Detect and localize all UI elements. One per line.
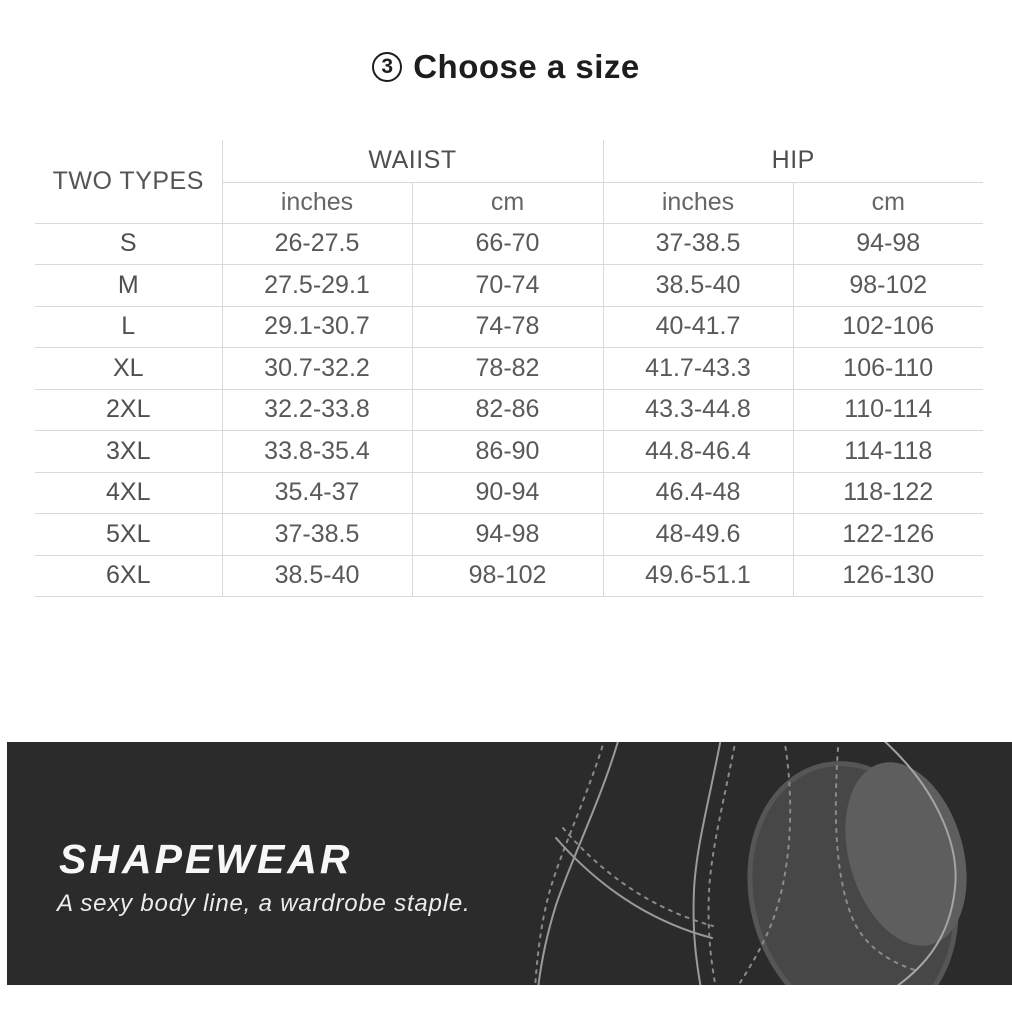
table-cell: 74-78 xyxy=(411,306,603,348)
table-cell: 114-118 xyxy=(792,430,983,473)
table-cell: 126-130 xyxy=(792,555,983,597)
column-header-waist-inches: inches xyxy=(221,182,412,224)
banner-tagline: A sexy body line, a wardrobe staple. xyxy=(57,890,471,917)
size-label: 2XL xyxy=(35,389,222,431)
size-label: S xyxy=(35,223,222,265)
table-cell: 44.8-46.4 xyxy=(602,430,793,473)
size-chart-table: TWO TYPES WAIIST HIP inches cm inches cm… xyxy=(35,140,983,597)
table-cell: 38.5-40 xyxy=(602,264,793,307)
table-cell: 90-94 xyxy=(411,472,603,514)
table-cell: 49.6-51.1 xyxy=(602,555,793,597)
table-row: S 26-27.5 66-70 37-38.5 94-98 xyxy=(35,223,983,265)
table-row: 3XL 33.8-35.4 86-90 44.8-46.4 114-118 xyxy=(35,430,983,473)
table-cell: 30.7-32.2 xyxy=(221,347,412,390)
size-chart: TWO TYPES WAIIST HIP inches cm inches cm… xyxy=(35,140,983,597)
size-label: 3XL xyxy=(35,430,222,473)
table-cell: 102-106 xyxy=(792,306,983,348)
table-cell: 94-98 xyxy=(411,513,603,556)
table-cell: 48-49.6 xyxy=(602,513,793,556)
column-header-hip-cm: cm xyxy=(792,182,983,224)
column-group-waist: WAIIST xyxy=(221,140,603,183)
size-label: M xyxy=(35,264,222,307)
table-cell: 82-86 xyxy=(411,389,603,431)
table-cell: 37-38.5 xyxy=(221,513,412,556)
table-cell: 78-82 xyxy=(411,347,603,390)
table-cell: 122-126 xyxy=(792,513,983,556)
table-row: 6XL 38.5-40 98-102 49.6-51.1 126-130 xyxy=(35,555,983,597)
table-cell: 40-41.7 xyxy=(602,306,793,348)
column-header-hip-inches: inches xyxy=(602,182,793,224)
section-title: 3 Choose a size xyxy=(0,48,1012,86)
corner-header: TWO TYPES xyxy=(35,140,222,224)
table-row: M 27.5-29.1 70-74 38.5-40 98-102 xyxy=(35,264,983,307)
table-cell: 46.4-48 xyxy=(602,472,793,514)
table-cell: 38.5-40 xyxy=(221,555,412,597)
size-label: 5XL xyxy=(35,513,222,556)
table-row: 5XL 37-38.5 94-98 48-49.6 122-126 xyxy=(35,513,983,556)
size-label: 4XL xyxy=(35,472,222,514)
column-header-waist-cm: cm xyxy=(411,182,603,224)
shapewear-line-art-illustration xyxy=(534,742,967,985)
table-row: L 29.1-30.7 74-78 40-41.7 102-106 xyxy=(35,306,983,348)
table-cell: 118-122 xyxy=(792,472,983,514)
size-label: L xyxy=(35,306,222,348)
table-cell: 41.7-43.3 xyxy=(602,347,793,390)
size-label: 6XL xyxy=(35,555,222,597)
page-title: Choose a size xyxy=(413,48,640,85)
table-cell: 37-38.5 xyxy=(602,223,793,265)
table-cell: 110-114 xyxy=(792,389,983,431)
table-cell: 33.8-35.4 xyxy=(221,430,412,473)
table-row: XL 30.7-32.2 78-82 41.7-43.3 106-110 xyxy=(35,347,983,390)
table-cell: 26-27.5 xyxy=(221,223,412,265)
table-cell: 94-98 xyxy=(792,223,983,265)
table-cell: 27.5-29.1 xyxy=(221,264,412,307)
table-cell: 98-102 xyxy=(792,264,983,307)
size-label: XL xyxy=(35,347,222,390)
table-cell: 32.2-33.8 xyxy=(221,389,412,431)
table-cell: 106-110 xyxy=(792,347,983,390)
table-row: 4XL 35.4-37 90-94 46.4-48 118-122 xyxy=(35,472,983,514)
table-cell: 29.1-30.7 xyxy=(221,306,412,348)
table-cell: 86-90 xyxy=(411,430,603,473)
table-cell: 43.3-44.8 xyxy=(602,389,793,431)
shapewear-banner: SHAPEWEAR A sexy body line, a wardrobe s… xyxy=(7,742,1012,985)
table-row: 2XL 32.2-33.8 82-86 43.3-44.8 110-114 xyxy=(35,389,983,431)
table-cell: 66-70 xyxy=(411,223,603,265)
table-cell: 98-102 xyxy=(411,555,603,597)
step-number-badge: 3 xyxy=(372,52,403,82)
table-cell: 70-74 xyxy=(411,264,603,307)
banner-heading: SHAPEWEAR xyxy=(59,836,353,882)
column-group-hip: HIP xyxy=(602,140,983,183)
table-cell: 35.4-37 xyxy=(221,472,412,514)
